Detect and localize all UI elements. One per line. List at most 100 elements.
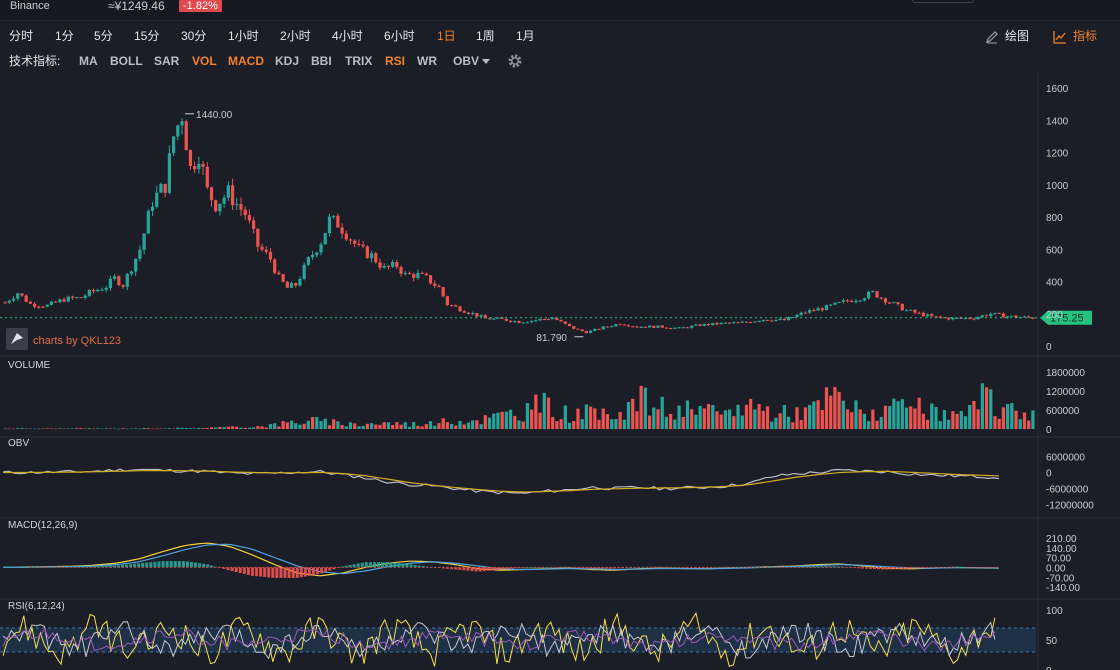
interval-tab-1m[interactable]: 1分 bbox=[55, 29, 74, 43]
indicator-rsi[interactable]: RSI bbox=[385, 54, 406, 68]
obv-y-tick-label: 0 bbox=[1046, 468, 1052, 479]
interval-tab-4h[interactable]: 4小时 bbox=[332, 29, 363, 43]
gear-icon[interactable] bbox=[507, 53, 523, 76]
macd-histogram-bar bbox=[397, 563, 401, 568]
volume-bar bbox=[647, 415, 652, 429]
volume-bar bbox=[618, 412, 622, 429]
macd-histogram-bar bbox=[877, 567, 881, 570]
candle-body bbox=[698, 324, 702, 326]
indicator-tool-button[interactable]: 指标 bbox=[1053, 24, 1097, 48]
indicator-kdj[interactable]: KDJ bbox=[275, 54, 300, 68]
candle-body bbox=[58, 299, 62, 303]
volume-bar bbox=[125, 428, 129, 430]
macd-histogram-bar bbox=[771, 566, 775, 568]
volume-bar bbox=[369, 423, 374, 429]
candle-body bbox=[129, 271, 134, 274]
indicator-sar[interactable]: SAR bbox=[154, 54, 180, 68]
macd-histogram-bar bbox=[210, 565, 214, 568]
pencil-icon bbox=[986, 30, 998, 44]
macd-histogram-bar bbox=[263, 567, 267, 577]
volume-bar bbox=[778, 413, 782, 429]
volume-bar bbox=[193, 428, 197, 430]
interval-tab-1w[interactable]: 1周 bbox=[476, 29, 495, 43]
candle-body bbox=[365, 246, 369, 259]
indicator-obv-dropdown[interactable]: OBV bbox=[453, 50, 491, 72]
obv-panel-series-line bbox=[2, 468, 1000, 495]
macd-histogram-bar bbox=[356, 563, 360, 568]
candle-body bbox=[62, 299, 66, 302]
candle-body bbox=[753, 321, 757, 323]
macd-histogram-bar bbox=[889, 567, 893, 570]
macd-histogram-bar bbox=[893, 567, 897, 570]
macd-histogram-bar bbox=[576, 567, 580, 569]
draw-tool-button[interactable]: 绘图 bbox=[985, 24, 1029, 48]
candle-body bbox=[917, 312, 921, 314]
window-button[interactable] bbox=[912, 0, 974, 3]
candle-body bbox=[728, 322, 732, 324]
interval-tab-fenshi[interactable]: 分时 bbox=[9, 29, 34, 43]
volume-bar bbox=[62, 428, 66, 430]
candle-body bbox=[458, 306, 462, 312]
candle-body bbox=[555, 317, 559, 321]
interval-tab-15m[interactable]: 15分 bbox=[134, 29, 160, 43]
macd-histogram-bar bbox=[787, 566, 791, 568]
macd-y-tick-label: -140.00 bbox=[1046, 583, 1080, 594]
volume-bar bbox=[913, 408, 917, 429]
volume-bar bbox=[134, 428, 138, 429]
volume-bar bbox=[16, 428, 20, 429]
indicator-trix[interactable]: TRIX bbox=[345, 54, 373, 68]
indicator-ma[interactable]: MA bbox=[79, 54, 98, 68]
chart-area[interactable]: 1440.00 81.790 VOLUME OBV MACD(12,26,9) R… bbox=[0, 72, 1120, 670]
obv-panel-series-line bbox=[3, 470, 1000, 493]
volume-bar bbox=[155, 428, 159, 430]
obv-panel: OBV bbox=[2, 438, 1000, 495]
volume-bar bbox=[171, 428, 176, 430]
rsi-title: RSI(6,12,24) bbox=[8, 601, 65, 612]
candle-body bbox=[618, 324, 622, 326]
candle-body bbox=[332, 215, 336, 217]
candle-body bbox=[761, 319, 765, 322]
macd-histogram-bar bbox=[974, 567, 978, 569]
interval-tab-5m[interactable]: 5分 bbox=[94, 29, 113, 43]
volume-bar bbox=[993, 416, 997, 429]
macd-histogram-bar bbox=[555, 566, 559, 568]
volume-bar bbox=[829, 395, 833, 429]
volume-bar bbox=[904, 407, 909, 429]
indicator-wr[interactable]: WR bbox=[417, 54, 437, 68]
interval-tab-2h[interactable]: 2小时 bbox=[280, 29, 311, 43]
indicator-vol[interactable]: VOL bbox=[192, 54, 217, 68]
macd-histogram-bar bbox=[515, 567, 519, 569]
indicator-bbi[interactable]: BBI bbox=[311, 54, 332, 68]
macd-histogram-bar bbox=[15, 567, 19, 568]
volume-bar bbox=[1001, 407, 1006, 429]
candle-body bbox=[155, 192, 159, 207]
low-label: 81.790 bbox=[536, 333, 567, 344]
volume-bar bbox=[273, 423, 277, 429]
macd-histogram-bar bbox=[381, 562, 385, 568]
volume-bar bbox=[702, 408, 706, 429]
interval-tab-30m[interactable]: 30分 bbox=[181, 29, 207, 43]
volume-bar bbox=[1027, 420, 1031, 429]
macd-histogram-bar bbox=[324, 567, 328, 572]
interval-tab-1h[interactable]: 1小时 bbox=[228, 29, 259, 43]
candle-body bbox=[930, 314, 934, 317]
candle-body bbox=[41, 306, 45, 308]
candle-body bbox=[799, 312, 803, 315]
interval-tab-1d[interactable]: 1日 bbox=[437, 29, 456, 43]
interval-tab-6h[interactable]: 6小时 bbox=[384, 29, 415, 43]
macd-histogram-bar bbox=[982, 567, 986, 569]
macd-histogram-bar bbox=[742, 566, 746, 568]
indicator-boll[interactable]: BOLL bbox=[110, 54, 143, 68]
volume-bar bbox=[639, 385, 643, 429]
candle-body bbox=[117, 276, 121, 286]
macd-histogram-bar bbox=[157, 561, 161, 568]
indicator-macd[interactable]: MACD bbox=[228, 54, 264, 68]
candle-body bbox=[757, 321, 761, 323]
volume-bar bbox=[226, 426, 230, 429]
candle-body bbox=[546, 319, 551, 321]
macd-histogram-bar bbox=[466, 567, 470, 571]
volume-y-tick-label: 600000 bbox=[1046, 406, 1080, 417]
candle-body bbox=[193, 165, 197, 170]
interval-tab-1mo[interactable]: 1月 bbox=[516, 29, 535, 43]
macd-histogram-bar bbox=[250, 567, 254, 576]
